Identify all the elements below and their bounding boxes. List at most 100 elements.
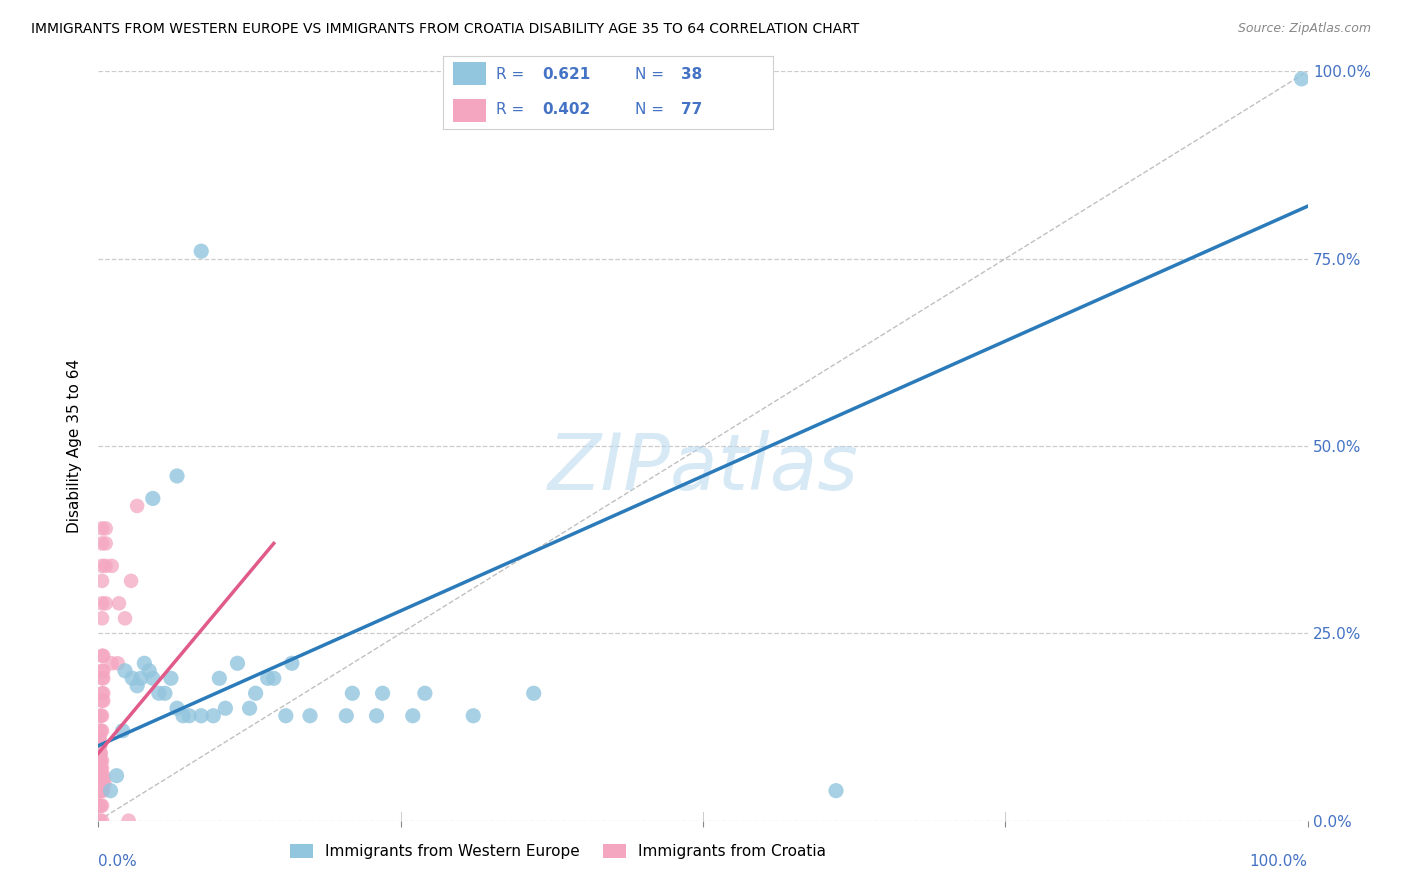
Point <box>89 769 111 783</box>
Point <box>202 708 225 723</box>
Point <box>93 776 115 790</box>
Text: R =: R = <box>496 67 529 81</box>
Point <box>91 611 114 625</box>
Point <box>342 686 364 700</box>
Point <box>127 499 149 513</box>
Point <box>87 783 110 797</box>
Point <box>166 469 188 483</box>
Point <box>134 657 156 671</box>
Point <box>91 814 114 828</box>
Point <box>91 761 114 775</box>
Point <box>523 686 546 700</box>
Point <box>153 686 176 700</box>
Point <box>281 657 304 671</box>
Point <box>90 769 112 783</box>
Point <box>138 664 160 678</box>
Point <box>87 769 110 783</box>
Point <box>87 739 110 753</box>
Point <box>100 657 122 671</box>
Text: 38: 38 <box>681 67 702 81</box>
Point <box>94 536 117 550</box>
Point <box>413 686 436 700</box>
Point <box>100 783 122 797</box>
Point <box>214 701 236 715</box>
Point <box>89 776 111 790</box>
Point <box>120 574 142 588</box>
Text: 77: 77 <box>681 103 702 118</box>
Point <box>89 761 111 775</box>
Point <box>90 761 112 775</box>
Point <box>127 679 149 693</box>
Point <box>91 671 114 685</box>
Point <box>91 769 114 783</box>
Point <box>91 648 114 663</box>
Point <box>91 664 114 678</box>
Point <box>91 798 114 813</box>
Point <box>100 558 122 573</box>
Point <box>91 754 114 768</box>
Text: 0.621: 0.621 <box>543 67 591 81</box>
Point <box>87 798 110 813</box>
Point <box>94 521 117 535</box>
Point <box>274 708 297 723</box>
Point <box>87 761 110 775</box>
Point <box>239 701 262 715</box>
Point <box>825 783 848 797</box>
Point <box>190 244 212 259</box>
Point <box>90 708 112 723</box>
Text: N =: N = <box>634 103 668 118</box>
Point <box>89 776 111 790</box>
Text: N =: N = <box>634 67 668 81</box>
Point <box>89 739 111 753</box>
Text: IMMIGRANTS FROM WESTERN EUROPE VS IMMIGRANTS FROM CROATIA DISABILITY AGE 35 TO 6: IMMIGRANTS FROM WESTERN EUROPE VS IMMIGR… <box>31 22 859 37</box>
Point <box>90 783 112 797</box>
Point <box>1291 71 1313 86</box>
Point <box>89 798 111 813</box>
Point <box>91 558 114 573</box>
Point <box>89 769 111 783</box>
Point <box>91 769 114 783</box>
Y-axis label: Disability Age 35 to 64: Disability Age 35 to 64 <box>67 359 83 533</box>
Point <box>114 664 136 678</box>
Point <box>129 671 152 685</box>
Point <box>108 596 131 610</box>
Point <box>91 671 114 685</box>
Point <box>366 708 388 723</box>
Point <box>87 776 110 790</box>
Point <box>91 686 114 700</box>
Legend: Immigrants from Western Europe, Immigrants from Croatia: Immigrants from Western Europe, Immigran… <box>284 838 832 865</box>
Point <box>142 671 165 685</box>
Point <box>89 746 111 760</box>
Text: 0.402: 0.402 <box>543 103 591 118</box>
Point <box>105 769 128 783</box>
Point <box>89 723 111 738</box>
Point <box>256 671 278 685</box>
Point <box>87 731 110 746</box>
Text: 100.0%: 100.0% <box>1250 855 1308 870</box>
Point <box>91 574 114 588</box>
Point <box>121 671 143 685</box>
Point <box>463 708 485 723</box>
Point <box>90 723 112 738</box>
Point <box>91 783 114 797</box>
Point <box>172 708 194 723</box>
FancyBboxPatch shape <box>453 99 486 122</box>
Point <box>94 596 117 610</box>
Point <box>89 798 111 813</box>
Point <box>89 783 111 797</box>
Point <box>89 754 111 768</box>
Point <box>226 657 249 671</box>
Text: 0.0%: 0.0% <box>98 855 138 870</box>
Text: R =: R = <box>496 103 529 118</box>
Point <box>89 708 111 723</box>
Point <box>90 798 112 813</box>
Point <box>87 746 110 760</box>
Point <box>89 761 111 775</box>
Point <box>179 708 201 723</box>
Point <box>91 536 114 550</box>
Point <box>89 754 111 768</box>
Point <box>111 723 134 738</box>
Point <box>142 491 165 506</box>
Point <box>91 776 114 790</box>
Point <box>335 708 357 723</box>
